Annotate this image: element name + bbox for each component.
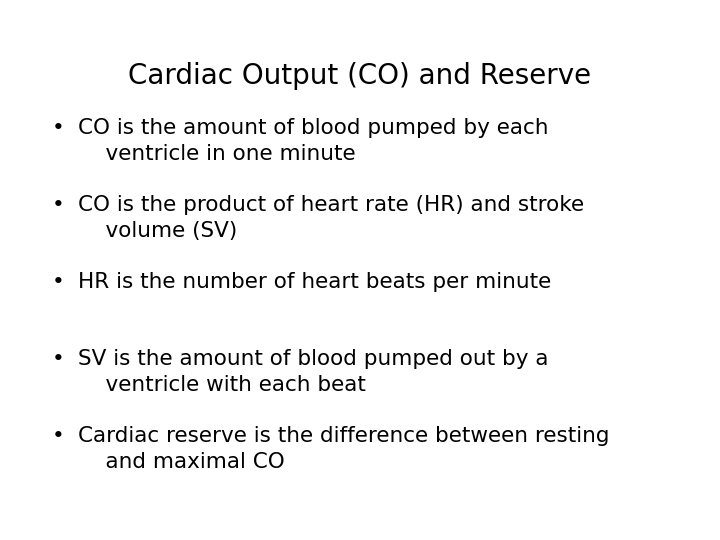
Text: HR is the number of heart beats per minute: HR is the number of heart beats per minu…	[78, 272, 552, 292]
Text: •: •	[52, 349, 64, 369]
Text: Cardiac reserve is the difference between resting
    and maximal CO: Cardiac reserve is the difference betwee…	[78, 426, 610, 471]
Text: •: •	[52, 426, 64, 446]
Text: •: •	[52, 195, 64, 215]
Text: •: •	[52, 272, 64, 292]
Text: SV is the amount of blood pumped out by a
    ventricle with each beat: SV is the amount of blood pumped out by …	[78, 349, 549, 395]
Text: Cardiac Output (CO) and Reserve: Cardiac Output (CO) and Reserve	[128, 62, 592, 90]
Text: •: •	[52, 118, 64, 138]
Text: CO is the amount of blood pumped by each
    ventricle in one minute: CO is the amount of blood pumped by each…	[78, 118, 549, 164]
Text: CO is the product of heart rate (HR) and stroke
    volume (SV): CO is the product of heart rate (HR) and…	[78, 195, 584, 241]
